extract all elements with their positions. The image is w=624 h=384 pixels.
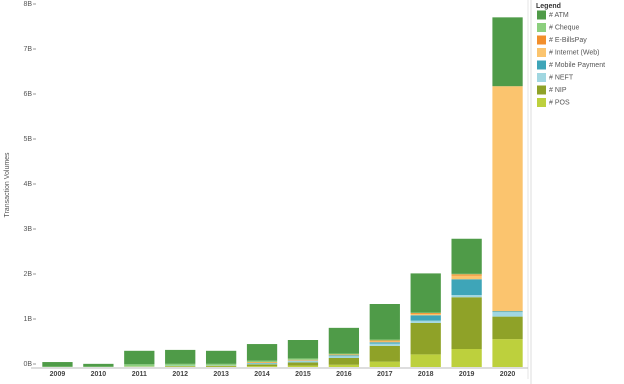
y-tick-label: 2B [23,271,32,278]
x-tick-label: 2010 [91,371,107,378]
y-tick-label: 3B [23,226,32,233]
bar-segment [246,363,278,365]
bar-segment [492,339,523,367]
bar-segment [205,365,237,367]
bar-segment [410,320,441,323]
bar-segment [42,362,73,367]
y-tick-label: 0B [23,361,32,368]
x-tick-label: 2018 [418,371,434,378]
legend-swatch [537,48,546,57]
bar-segment [369,339,400,341]
bar-segment [492,86,523,312]
bar-segment [328,353,360,355]
x-tick-label: 2013 [213,371,229,378]
bar-segment [83,363,114,367]
legend-label: # NEFT [549,74,574,81]
bar-segment [451,295,482,298]
bar-segment [124,364,155,367]
bar-segment [328,358,360,365]
bar-segment [451,297,482,349]
legend-swatch [537,10,546,20]
y-tick-label: 8B [23,1,32,8]
bar-segment [246,364,278,367]
y-tick-label: 6B [23,91,32,98]
y-tick-label: 1B [23,316,32,323]
y-tick-label: 7B [23,46,32,53]
bar-segment [410,313,441,316]
bar-segment [451,274,482,276]
bar-segment [492,312,523,317]
bar-segment [287,340,319,359]
x-tick-label: 2012 [172,371,188,378]
x-tick-label: 2016 [336,371,352,378]
bar-segment [246,360,278,363]
legend-label: # Cheque [549,24,579,31]
bar-segment [369,361,400,367]
bar-segment [165,363,196,366]
legend-label: # Mobile Payment [549,62,605,69]
bar-segment [369,340,400,342]
legend-swatch [537,23,546,32]
bar-segment [410,273,441,313]
legend-label: # E-BillsPay [549,37,587,44]
bar-segment [205,350,237,364]
bar-segment [410,315,441,321]
bar-segment [492,17,523,87]
legend-swatch [537,73,546,82]
legend-label: # NIP [549,87,567,94]
bar-segment [410,354,441,367]
bar-segment [287,362,319,366]
legend-swatch [537,60,546,70]
bar-segment [369,341,400,343]
bar-segment [124,350,155,365]
bar-segment [451,349,482,367]
bar-segment [246,344,278,361]
x-tick-label: 2011 [132,371,147,378]
bar-segment [287,358,319,360]
bar-segment [369,343,400,346]
y-tick-label: 5B [23,136,32,143]
bar-segment [492,316,523,340]
x-tick-label: 2009 [50,371,66,378]
bar-segment [451,279,482,295]
y-tick-label: 4B [23,181,32,188]
x-tick-label: 2020 [500,371,516,378]
x-tick-label: 2014 [254,371,270,378]
legend-swatch [537,85,546,95]
legend-label: # Internet (Web) [549,49,599,56]
bar-segment [328,364,360,367]
legend-title: Legend [536,3,561,10]
bar-segment [369,304,400,340]
x-tick-label: 2017 [377,371,393,378]
bar-segment [410,322,441,355]
bar-segment [451,238,482,274]
bar-segment [287,365,319,367]
bar-segment [165,349,196,364]
bar-segment [328,355,360,357]
y-axis-label: Transaction Volumes [4,152,11,218]
legend-swatch [537,35,546,45]
x-tick-label: 2019 [459,371,475,378]
bar-segment [369,342,400,344]
bar-segment [451,275,482,280]
bar-segment [328,327,360,354]
bar-segment [492,311,523,313]
bar-segment [246,366,278,367]
bar-segment [369,345,400,362]
bar-segment [287,361,319,363]
bar-segment [410,313,441,314]
legend-label: # POS [549,99,570,106]
x-tick-label: 2015 [295,371,311,378]
legend-label: # ATM [549,12,569,19]
bar-segment [328,356,360,358]
legend-swatch [537,98,546,107]
bar-segment [205,363,237,366]
